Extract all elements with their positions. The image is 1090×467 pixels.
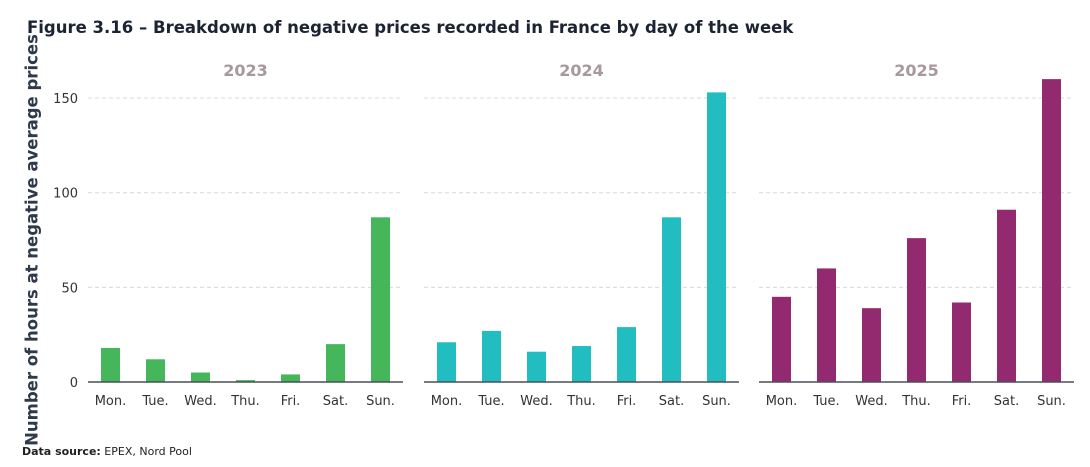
x-tick-label: Sun. (1037, 394, 1066, 409)
panel-title-2023: 2023 (223, 61, 268, 80)
x-tick-label: Wed. (855, 394, 887, 409)
bar-2024-fri (617, 327, 636, 382)
bar-2023-sat (326, 344, 345, 382)
x-tick-label: Thu. (230, 394, 260, 409)
x-tick-label: Mon. (766, 394, 798, 409)
x-tick-label: Wed. (184, 394, 216, 409)
x-tick-label: Mon. (431, 394, 463, 409)
bar-2024-sat (662, 217, 681, 382)
bar-2023-wed (191, 372, 210, 382)
x-tick-label: Fri. (617, 394, 637, 409)
bar-2024-wed (527, 351, 546, 382)
y-tick-label: 100 (53, 187, 78, 202)
bar-2023-sun (371, 217, 390, 382)
bar-2025-sun (1042, 79, 1061, 383)
y-tick-label: 150 (53, 92, 78, 107)
bar-2024-tue (482, 330, 501, 382)
x-tick-label: Wed. (520, 394, 552, 409)
x-tick-label: Fri. (281, 394, 301, 409)
x-tick-label: Thu. (901, 394, 931, 409)
panel-title-2024: 2024 (559, 61, 604, 80)
bar-2023-thu (236, 380, 255, 382)
x-tick-label: Fri. (952, 394, 972, 409)
x-tick-label: Tue. (477, 394, 504, 409)
x-tick-label: Sun. (366, 394, 395, 409)
x-tick-label: Tue. (812, 394, 839, 409)
panel-title-2025: 2025 (894, 61, 939, 80)
x-tick-label: Tue. (141, 394, 168, 409)
bar-2023-fri (281, 374, 300, 382)
bar-2025-wed (862, 308, 881, 382)
bar-2024-sun (707, 92, 726, 382)
x-tick-label: Mon. (95, 394, 127, 409)
x-tick-label: Sat. (659, 394, 684, 409)
bar-2025-sat (997, 209, 1016, 382)
x-tick-label: Sat. (323, 394, 348, 409)
chart-title: Figure 3.16 – Breakdown of negative pric… (27, 18, 794, 37)
y-tick-label: 0 (70, 376, 78, 391)
bar-2024-mon (437, 342, 456, 382)
bar-2024-thu (572, 346, 591, 382)
chart-area: 0 50 100 150 2023 Mon. Tue. Wed. Thu. Fri. Sat. Sun… (53, 61, 1074, 409)
bar-2023-tue (146, 359, 165, 382)
source-label: Data source: (22, 445, 101, 458)
bar-2025-thu (907, 238, 926, 382)
y-tick-label: 50 (61, 281, 78, 296)
bar-2023-mon (101, 347, 120, 382)
source-text: EPEX, Nord Pool (100, 445, 192, 458)
bar-2025-fri (952, 302, 971, 382)
x-tick-label: Sun. (702, 394, 731, 409)
bar-2025-tue (817, 268, 836, 382)
bar-2025-mon (772, 296, 791, 382)
data-source: Data source: EPEX, Nord Pool (22, 445, 192, 458)
x-tick-label: Sat. (994, 394, 1019, 409)
x-tick-label: Thu. (566, 394, 596, 409)
